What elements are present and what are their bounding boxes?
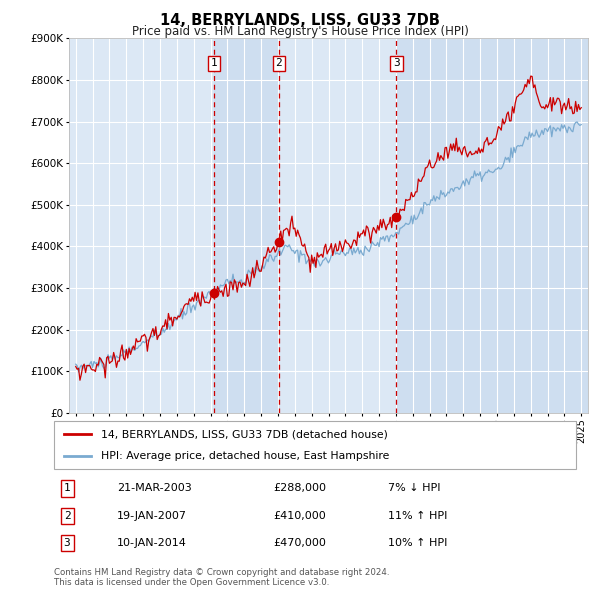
Bar: [397, 38, 588, 413]
Text: 1: 1: [211, 58, 218, 68]
Text: 1: 1: [64, 483, 70, 493]
Text: 2: 2: [64, 511, 70, 521]
Text: HPI: Average price, detached house, East Hampshire: HPI: Average price, detached house, East…: [101, 451, 389, 461]
Text: 3: 3: [393, 58, 400, 68]
Text: £288,000: £288,000: [273, 483, 326, 493]
Text: 14, BERRYLANDS, LISS, GU33 7DB: 14, BERRYLANDS, LISS, GU33 7DB: [160, 13, 440, 28]
Text: 10% ↑ HPI: 10% ↑ HPI: [388, 538, 448, 548]
Text: £410,000: £410,000: [273, 511, 326, 521]
Text: 11% ↑ HPI: 11% ↑ HPI: [388, 511, 448, 521]
Bar: [214, 38, 279, 413]
Text: 10-JAN-2014: 10-JAN-2014: [116, 538, 187, 548]
Text: 21-MAR-2003: 21-MAR-2003: [116, 483, 191, 493]
FancyBboxPatch shape: [54, 421, 576, 469]
Text: 3: 3: [64, 538, 70, 548]
Text: Price paid vs. HM Land Registry's House Price Index (HPI): Price paid vs. HM Land Registry's House …: [131, 25, 469, 38]
Text: Contains HM Land Registry data © Crown copyright and database right 2024.
This d: Contains HM Land Registry data © Crown c…: [54, 568, 389, 587]
Text: 14, BERRYLANDS, LISS, GU33 7DB (detached house): 14, BERRYLANDS, LISS, GU33 7DB (detached…: [101, 429, 388, 439]
Text: 2: 2: [275, 58, 282, 68]
Text: 7% ↓ HPI: 7% ↓ HPI: [388, 483, 440, 493]
Text: £470,000: £470,000: [273, 538, 326, 548]
Text: 19-JAN-2007: 19-JAN-2007: [116, 511, 187, 521]
